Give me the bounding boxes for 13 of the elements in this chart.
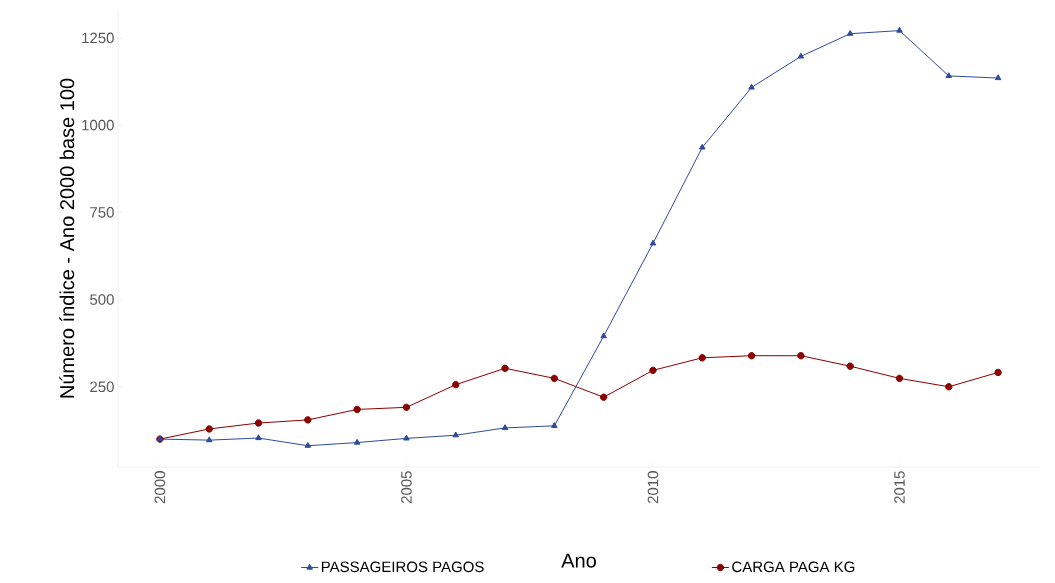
x-tick-label: 2010 [647,471,659,504]
x-tick-label: 2015 [894,471,905,504]
x-tick-label: 2005 [401,471,412,504]
y-tick-label: 750 [90,207,114,218]
y-tick-label: 1250 [82,32,114,44]
y-tick-label: 500 [90,294,114,305]
y-tick-label: 1000 [82,119,114,131]
legend-label: CARGA PAGA KG [732,561,855,573]
y-tick-label: 250 [90,381,114,393]
legend-label: PASSAGEIROS PAGOS [321,561,484,573]
y-axis-title: Número índice - Ano 2000 base 100 [59,78,75,398]
x-axis-title: Ano [561,553,596,568]
x-tick-label: 2000 [154,471,166,504]
